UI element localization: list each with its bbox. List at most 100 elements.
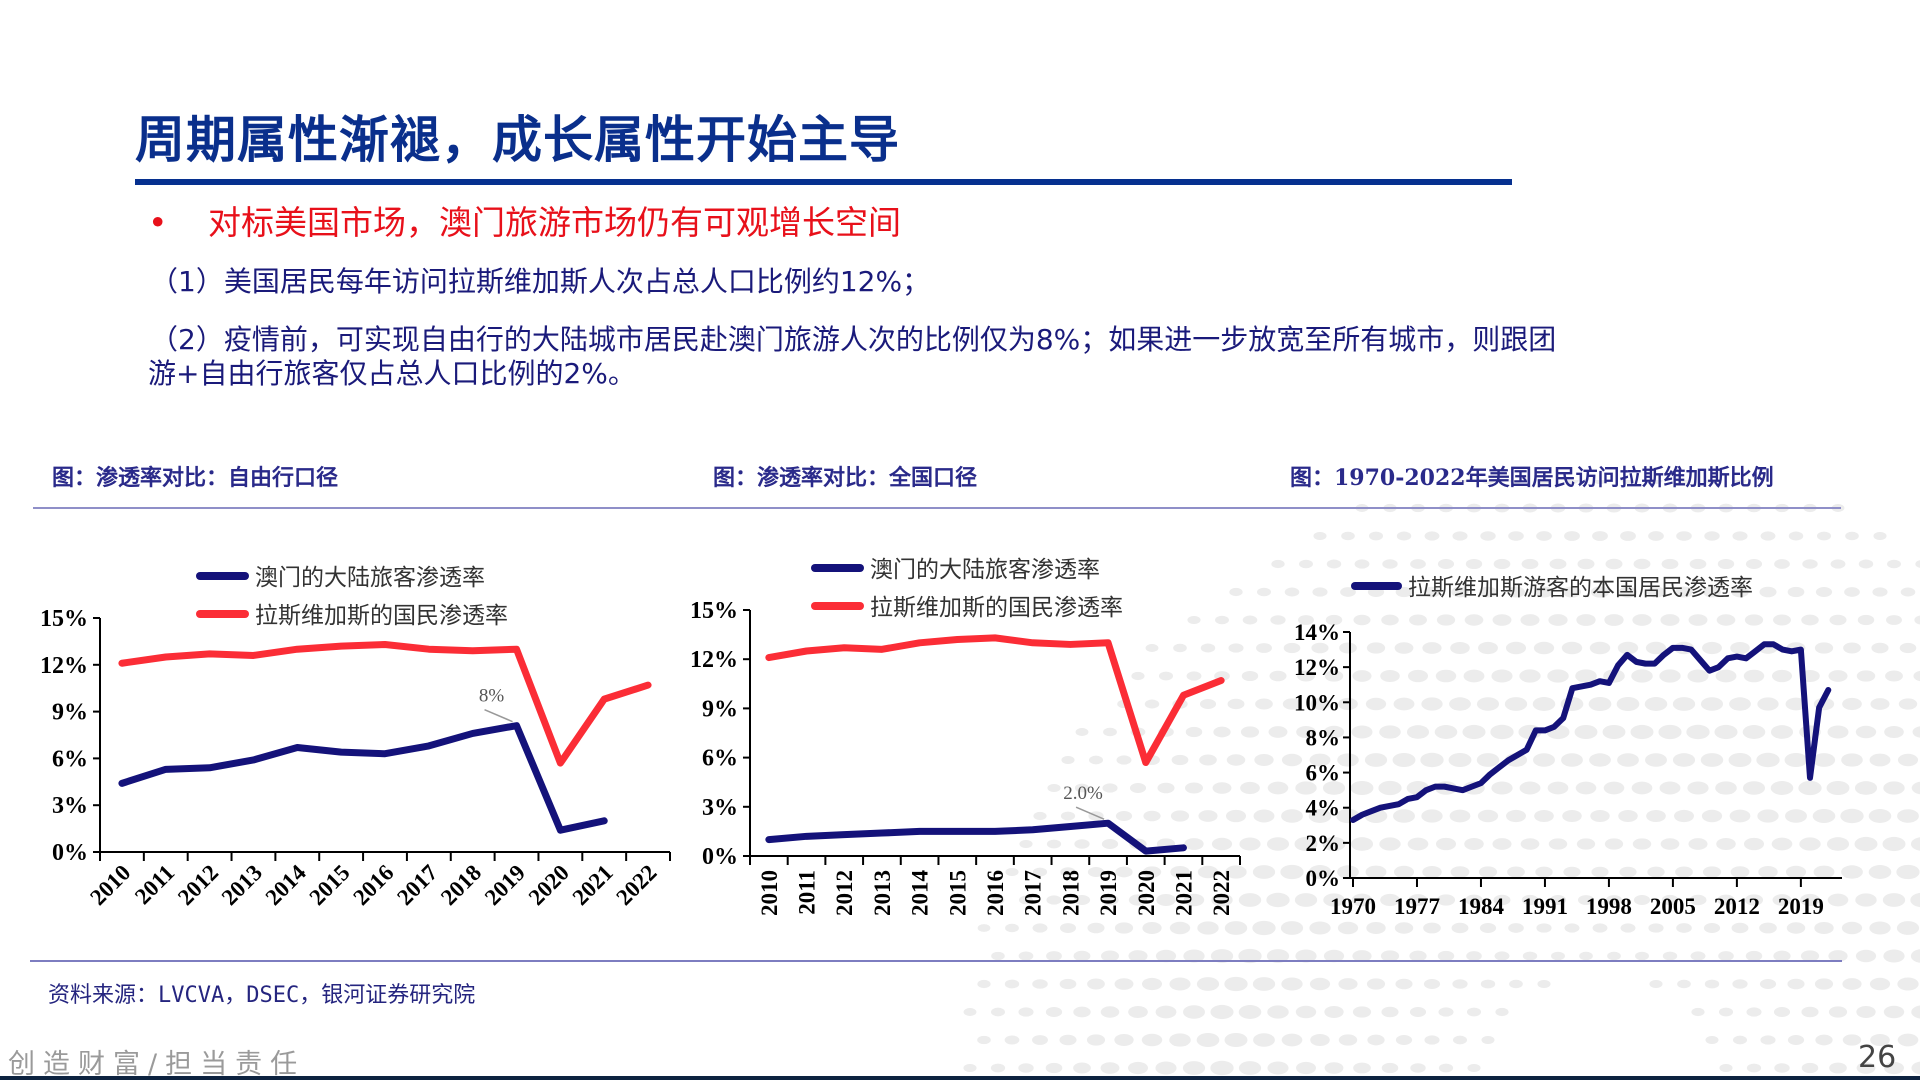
background-dot [991,1064,1005,1073]
key-point-bullet: •对标美国市场，澳门旅游市场仍有可观增长空间 [148,196,901,244]
background-dot [1883,949,1904,962]
background-dot [1296,1062,1316,1074]
background-dot [1551,952,1565,961]
background-dot [1787,979,1804,990]
background-dot [1788,1035,1804,1045]
background-dot [1267,1062,1288,1075]
background-dot [1774,1007,1790,1017]
background-dot [1310,978,1330,990]
background-dot [1395,979,1412,990]
y-tick-label: 2% [1306,831,1341,856]
background-dot [1705,980,1719,989]
background-dot [1883,893,1905,907]
background-dot [1073,1063,1091,1074]
background-dot [1719,1064,1732,1072]
background-dot [977,1036,991,1044]
background-dot [1239,1005,1262,1019]
background-dot [1183,1005,1205,1019]
background-dot [1870,754,1891,767]
x-tick-label: 2005 [1650,894,1696,919]
background-dot [1114,1034,1133,1046]
y-tick-label: 8% [1306,725,1341,750]
background-dot [1915,560,1920,568]
series-line-vegas-visitors [1353,644,1828,820]
background-dot [1452,979,1467,988]
background-dot [1325,1062,1344,1074]
background-dot [1101,1006,1120,1017]
x-tick-label: 2015 [945,870,970,916]
background-dot [1296,1006,1316,1019]
background-dot [1887,560,1901,569]
background-dot [1253,1033,1275,1046]
y-tick-label: 14% [1294,620,1340,645]
x-tick-label: 1998 [1586,894,1632,919]
background-dot [1815,978,1833,989]
background-dot [1224,977,1247,991]
key-point-text: 对标美国市场，澳门旅游市场仍有可观增长空间 [208,203,901,242]
series-line-vegas [769,638,1221,763]
background-dot [977,980,990,988]
background-dot [1856,950,1876,962]
background-dot [1310,1034,1330,1046]
background-dot [1677,980,1691,988]
background-dot [1101,1062,1120,1074]
page-title: 周期属性渐褪，成长属性开始主导 [135,100,900,172]
source-divider [30,960,1842,962]
background-dot [1128,1062,1148,1074]
x-tick-label: 2014 [261,860,312,911]
y-tick-label: 15% [690,598,738,624]
background-dot [1210,1005,1233,1019]
background-dot [1424,979,1440,989]
annotation-label: 2.0% [1063,783,1103,804]
x-tick-label: 2011 [130,860,179,909]
background-dot [1897,921,1919,935]
x-tick-label: 1977 [1394,894,1440,919]
background-dot [1115,978,1134,990]
background-dot [1183,1061,1205,1075]
background-dot [1005,1035,1020,1044]
background-dot [1869,865,1892,879]
background-dot [1410,1063,1425,1072]
y-tick-label: 0% [702,844,738,870]
background-dot [964,1008,977,1016]
background-dot [1156,1006,1177,1019]
y-tick-label: 3% [702,795,738,821]
data-source: 资料来源：LVCVA，DSEC，银河证券研究院 [48,977,475,1009]
x-tick-label: 2020 [524,860,574,910]
legend-label: 澳门的大陆旅客渗透率 [870,557,1100,582]
x-tick-label: 2017 [1021,870,1046,916]
background-dot [1913,671,1920,682]
background-dot [1913,726,1920,738]
background-dot [1210,1061,1233,1075]
background-dot [1883,781,1904,794]
background-dot [1873,532,1886,540]
background-dot [1438,1007,1453,1016]
x-tick-label: 2019 [1778,894,1824,919]
background-dot [1691,1008,1704,1016]
series-line-macau [122,726,604,831]
x-tick-label: 2018 [436,860,486,910]
background-dot [1424,1035,1439,1044]
background-dot [1885,671,1903,682]
background-dot [1046,1007,1062,1017]
x-tick-label: 1984 [1458,894,1505,919]
background-dot [1396,1035,1412,1045]
y-tick-label: 0% [52,840,88,866]
x-tick-label: 2016 [348,860,398,910]
background-dot [1281,977,1302,990]
background-dot [1239,1061,1261,1075]
caption-divider [33,507,1841,509]
x-tick-label: 2014 [908,870,933,917]
x-tick-label: 2010 [85,860,135,910]
x-tick-label: 2018 [1058,870,1083,916]
background-dot [1267,1005,1289,1018]
background-dot [1467,1064,1480,1072]
background-dot [1169,1033,1191,1046]
background-dot [1005,980,1019,989]
background-dot [1747,1064,1761,1073]
page-number: 26 [1858,1040,1896,1075]
x-tick-label: 2022 [1209,870,1234,916]
legend-label: 拉斯维加斯的国民渗透率 [870,595,1123,620]
background-dot [1142,1034,1162,1047]
